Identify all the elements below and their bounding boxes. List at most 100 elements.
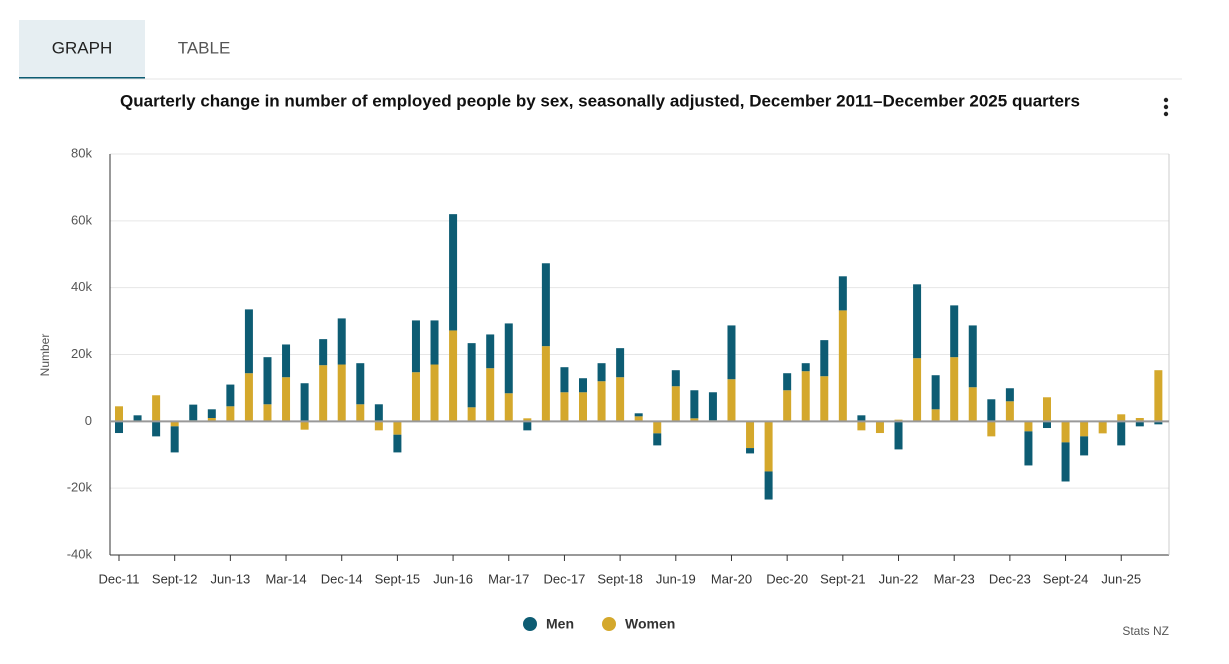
x-tick-label: Sept-15	[375, 571, 421, 586]
bar	[857, 421, 866, 431]
bar	[931, 409, 940, 422]
bar	[430, 320, 439, 365]
bar	[115, 421, 123, 434]
bar	[820, 340, 829, 377]
bar	[764, 471, 773, 500]
x-tick-label: Jun-13	[210, 571, 250, 586]
bar	[263, 357, 272, 405]
bar	[857, 415, 866, 422]
legend-label[interactable]: Men	[546, 616, 574, 632]
x-tick-label: Mar-20	[711, 571, 752, 586]
bar	[356, 404, 365, 422]
bar	[1043, 421, 1051, 429]
bar	[838, 276, 847, 311]
bar	[1024, 421, 1033, 432]
y-tick-label: 80k	[71, 145, 92, 160]
bar	[449, 330, 458, 422]
tab[interactable]: GRAPH	[52, 38, 112, 57]
bar	[597, 363, 606, 382]
bar	[170, 426, 179, 453]
bar	[1061, 421, 1070, 443]
bar	[801, 371, 810, 422]
x-tick-label: Sept-12	[152, 571, 198, 586]
bar	[597, 381, 606, 422]
x-tick-label: Jun-19	[656, 571, 696, 586]
bar	[634, 416, 643, 422]
bar	[634, 413, 643, 417]
bar	[541, 263, 550, 347]
bar	[244, 309, 253, 374]
bar	[374, 404, 383, 422]
bar	[913, 358, 922, 422]
bar	[579, 378, 587, 393]
bar	[1080, 421, 1089, 437]
x-tick-label: Dec-11	[99, 571, 140, 586]
credit: Stats NZ	[1122, 624, 1169, 638]
x-tick-label: Dec-14	[321, 571, 363, 586]
bar	[300, 383, 309, 422]
bar	[430, 364, 439, 422]
bar	[968, 325, 977, 388]
bar	[523, 418, 532, 422]
x-tick-label: Sept-18	[597, 571, 643, 586]
bar	[690, 418, 699, 422]
bar	[152, 421, 161, 437]
bar	[1135, 421, 1144, 427]
bar	[894, 421, 903, 450]
bar	[115, 406, 123, 422]
x-tick-label: Sept-24	[1043, 571, 1089, 586]
legend-marker[interactable]	[523, 617, 537, 631]
bar	[244, 373, 253, 422]
bar	[282, 344, 291, 378]
tab-active-bg	[19, 20, 145, 78]
bar	[449, 214, 458, 331]
bar	[300, 421, 309, 430]
tab[interactable]: TABLE	[178, 38, 231, 57]
bar	[838, 310, 847, 422]
legend-label[interactable]: Women	[625, 616, 675, 632]
bar	[746, 448, 755, 454]
bar	[263, 404, 272, 422]
bar	[411, 320, 420, 373]
bar	[1135, 417, 1144, 422]
bar	[1061, 442, 1070, 482]
bar	[950, 357, 959, 422]
bar	[226, 406, 235, 422]
bar	[579, 392, 587, 422]
bar	[189, 404, 198, 421]
x-tick-label: Mar-14	[265, 571, 306, 586]
bar	[653, 433, 662, 446]
chart-title: Quarterly change in number of employed p…	[120, 91, 1080, 110]
bar	[356, 363, 365, 405]
menu-button[interactable]	[1163, 97, 1169, 117]
bar	[541, 346, 550, 422]
bar	[207, 409, 216, 418]
bar	[207, 417, 216, 422]
bar	[467, 407, 476, 422]
bar	[764, 421, 773, 472]
bar	[913, 284, 922, 359]
bar	[1154, 421, 1163, 425]
bar	[801, 363, 810, 372]
bar	[616, 348, 625, 378]
bar	[1043, 397, 1051, 422]
bar	[875, 421, 884, 434]
bar	[1117, 421, 1126, 446]
x-tick-label: Jun-22	[879, 571, 919, 586]
x-tick-label: Jun-25	[1101, 571, 1141, 586]
bar	[690, 390, 699, 419]
bar	[727, 325, 736, 380]
bar	[504, 393, 513, 422]
bar	[374, 421, 383, 431]
y-tick-label: 0	[85, 413, 92, 428]
bar	[671, 370, 680, 387]
bar	[987, 399, 996, 422]
x-tick-label: Dec-17	[543, 571, 585, 586]
bar	[393, 434, 402, 453]
legend-marker[interactable]	[602, 617, 616, 631]
bar	[337, 364, 346, 422]
bar	[727, 379, 736, 422]
bar	[653, 421, 662, 434]
y-tick-label: 40k	[71, 279, 92, 294]
bar	[411, 372, 420, 422]
